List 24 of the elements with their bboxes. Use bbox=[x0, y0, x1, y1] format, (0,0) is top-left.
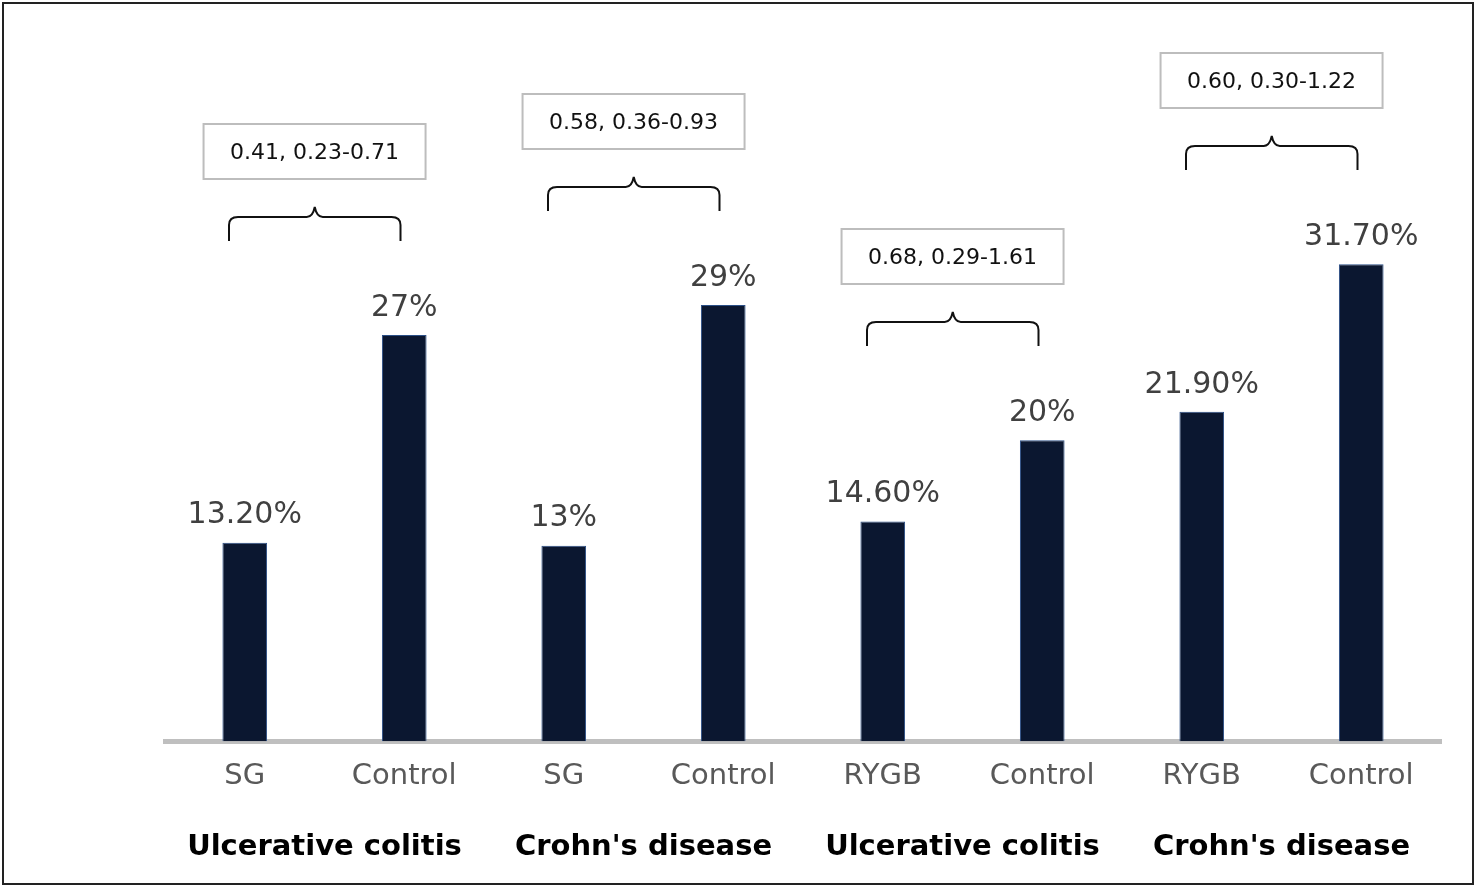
x-tick-label: SG bbox=[543, 757, 585, 792]
x-tick-label: RYGB bbox=[843, 757, 922, 792]
x-tick-label: Control bbox=[1308, 757, 1414, 792]
data-label: 13% bbox=[530, 498, 598, 534]
x-tick-label: Control bbox=[351, 757, 457, 792]
data-label: 31.70% bbox=[1304, 217, 1419, 253]
data-label: 27% bbox=[370, 287, 438, 323]
annotation: 0.68, 0.29-1.61 bbox=[840, 228, 1065, 286]
text: Ulcerative colitis bbox=[825, 828, 1100, 862]
x-tick-label: RYGB bbox=[1162, 757, 1241, 792]
data-label: 29% bbox=[689, 257, 757, 293]
data-label: 13.20% bbox=[187, 495, 302, 531]
text: Crohn's disease bbox=[514, 828, 773, 862]
text: 0.58, 0.36-0.93 bbox=[521, 92, 746, 150]
text: 0.60, 0.30-1.22 bbox=[1159, 52, 1384, 110]
text: Crohn's disease bbox=[1152, 828, 1411, 862]
data-label: 14.60% bbox=[825, 474, 940, 510]
x-tick-label: SG bbox=[224, 757, 266, 792]
data-label: 20% bbox=[1008, 393, 1076, 429]
x-tick-label: Control bbox=[989, 757, 1095, 792]
x-tick-label: Control bbox=[670, 757, 776, 792]
text: Ulcerative colitis bbox=[187, 828, 462, 862]
text: 0.41, 0.23-0.71 bbox=[202, 123, 427, 181]
data-label: 21.90% bbox=[1144, 364, 1259, 400]
